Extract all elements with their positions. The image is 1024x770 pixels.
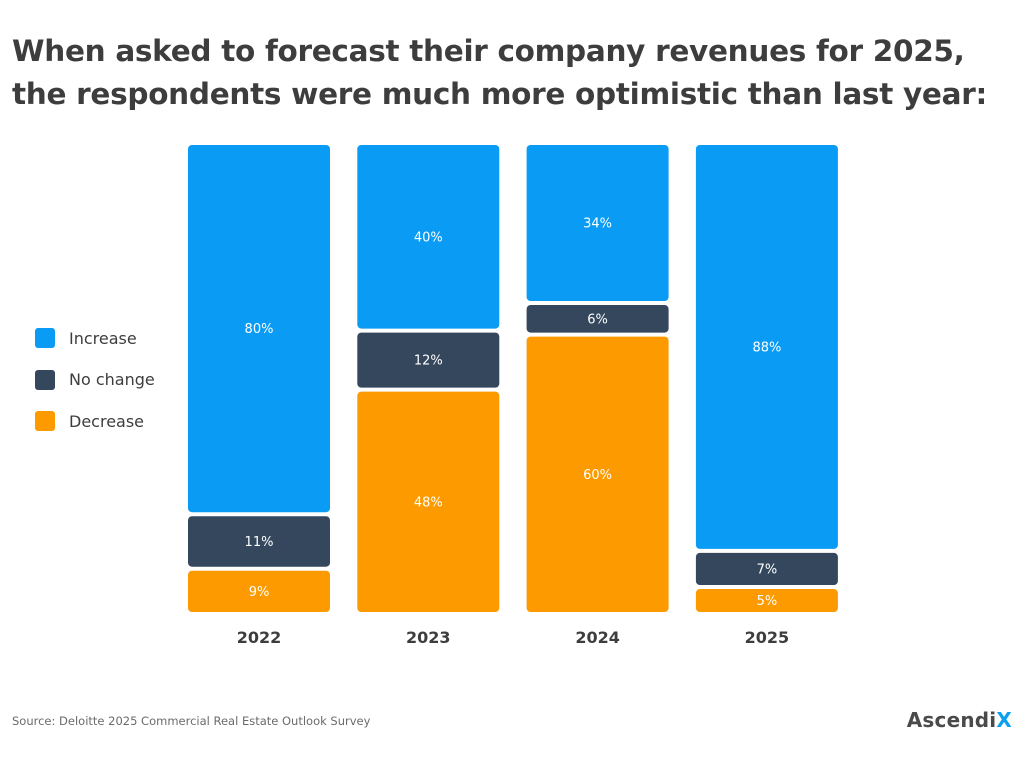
- bar-2022-decrease-label: 9%: [249, 585, 270, 600]
- bar-2025-no-change-segment: [695, 552, 838, 586]
- legend-swatch-no-change: [35, 369, 55, 390]
- bar-2022-decrease-segment: [188, 570, 330, 612]
- legend-item-no-change: No change: [35, 368, 155, 392]
- chart-title-line-2: the respondents were much more optimisti…: [12, 77, 987, 111]
- bar-2024-increase-segment: [526, 145, 669, 302]
- source-note: Source: Deloitte 2025 Commercial Real Es…: [12, 714, 371, 728]
- bar-2022-no-change-segment: [188, 516, 330, 567]
- ascendix-logo: AscendiX: [907, 708, 1012, 732]
- x-tick-label-2023: 2023: [406, 628, 451, 647]
- legend-swatch-increase: [35, 328, 55, 348]
- brand-name-accent: X: [996, 708, 1012, 732]
- x-tick-label-2022: 2022: [237, 628, 282, 647]
- x-tick-label-2025: 2025: [745, 628, 790, 647]
- legend-swatch-decrease: [35, 411, 55, 431]
- bar-2024-decrease-segment: [526, 336, 669, 612]
- legend-label-no-change: No change: [69, 370, 155, 389]
- bar-2023-increase-label: 40%: [414, 230, 443, 245]
- bar-2023-no-change-label: 12%: [414, 354, 443, 369]
- bar-2025-decrease-segment: [695, 589, 838, 612]
- bar-2023-increase-segment: [357, 145, 500, 329]
- bar-2022-increase-label: 80%: [245, 322, 274, 337]
- bar-2024-no-change-segment: [526, 305, 669, 333]
- legend-label-decrease: Decrease: [69, 411, 145, 431]
- bar-2022-no-change-label: 11%: [245, 535, 274, 550]
- legend-item-increase: Increase: [35, 326, 155, 350]
- chart-legend: Increase No change Decrease: [35, 326, 155, 451]
- chart-title: When asked to forecast their company rev…: [12, 30, 1012, 116]
- brand-name: Ascendi: [906, 708, 997, 732]
- bar-2023-no-change-segment: [357, 332, 500, 388]
- legend-label-increase: Increase: [69, 328, 137, 348]
- bar-2023-decrease-label: 48%: [414, 495, 443, 510]
- bar-2025-increase-label: 88%: [752, 340, 781, 355]
- bar-2024-increase-label: 34%: [583, 217, 612, 232]
- bar-2025-increase-segment: [695, 145, 838, 549]
- chart-title-line-1: When asked to forecast their company rev…: [12, 34, 965, 68]
- bar-2024-decrease-label: 60%: [583, 468, 612, 483]
- bar-2023-decrease-segment: [357, 391, 500, 612]
- legend-item-decrease: Decrease: [35, 409, 155, 433]
- bar-2022-increase-segment: [188, 145, 330, 513]
- bar-2025-decrease-label: 5%: [757, 594, 778, 609]
- x-tick-label-2024: 2024: [575, 628, 620, 647]
- bar-2025-no-change-label: 7%: [757, 562, 778, 577]
- bar-2024-no-change-label: 6%: [587, 312, 608, 327]
